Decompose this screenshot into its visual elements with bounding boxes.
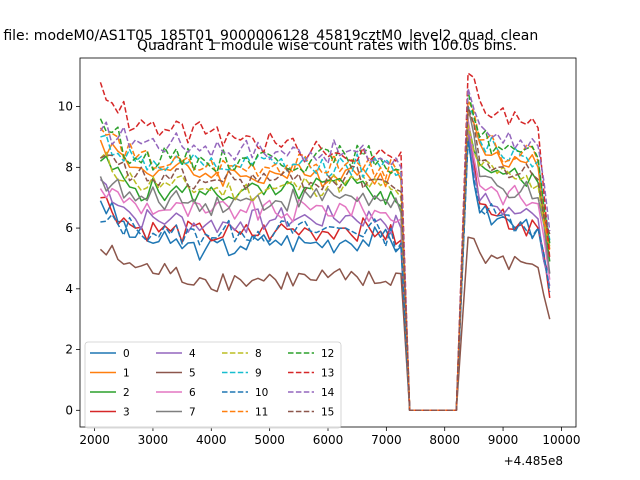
x-tick-label: 4000 [196,433,227,447]
series-line-4 [99,127,551,412]
x-tick-label: 2000 [79,433,110,447]
y-tick-label: 8 [65,160,73,174]
series-line-3 [100,130,551,412]
series-line-9 [100,105,551,412]
legend-label-1: 1 [123,368,130,380]
x-axis: 2000 3000 4000 5000 6000 7000 8000 9000 10000 [79,427,581,447]
series-line-14 [99,87,551,412]
legend-label-5: 5 [189,368,196,380]
legend-label-7: 7 [189,407,196,419]
figure-suptitle: n file: modeM0/AS1T05_185T01_9000006128_… [0,28,538,44]
series-line-6 [99,117,551,412]
y-tick-label: 4 [65,282,73,296]
legend-label-10: 10 [255,387,268,399]
legend-label-9: 9 [255,368,262,380]
chart-title: Quadrant 1 module wise count rates with … [137,38,517,54]
x-offset-label: +4.485e8 [504,454,563,468]
x-tick-label: 5000 [254,433,285,447]
legend-label-11: 11 [255,407,268,419]
x-tick-label: 7000 [371,433,402,447]
x-tick-label: 9000 [488,433,519,447]
legend-label-12: 12 [321,348,334,360]
series-line-5 [99,236,551,412]
y-axis: 0 2 4 6 8 10 [58,100,80,417]
legend-label-15: 15 [321,407,334,419]
x-tick-label: 8000 [429,433,460,447]
y-tick-label: 10 [58,100,73,114]
x-tick-label: 3000 [138,433,169,447]
x-tick-label: 6000 [313,433,344,447]
series-line-10 [100,139,551,412]
series-line-11 [99,99,551,412]
legend-label-6: 6 [189,387,196,399]
legend-label-8: 8 [255,348,262,360]
series-line-15 [100,105,551,412]
y-tick-label: 0 [65,403,73,417]
x-tick-label: 10000 [542,433,580,447]
legend-label-4: 4 [189,348,196,360]
legend-frame [84,341,342,429]
series-group [99,72,551,412]
legend-label-3: 3 [123,407,130,419]
y-tick-label: 2 [65,343,73,357]
y-tick-label: 6 [65,221,73,235]
legend-label-14: 14 [321,387,335,399]
legend-label-2: 2 [123,387,130,399]
series-line-13 [99,72,551,412]
series-line-12 [99,90,551,412]
series-line-8 [99,124,551,412]
series-line-7 [99,105,551,412]
series-line-2 [99,121,551,412]
legend-label-0: 0 [123,348,130,360]
series-line-0 [99,136,551,412]
legend-label-13: 13 [321,368,334,380]
